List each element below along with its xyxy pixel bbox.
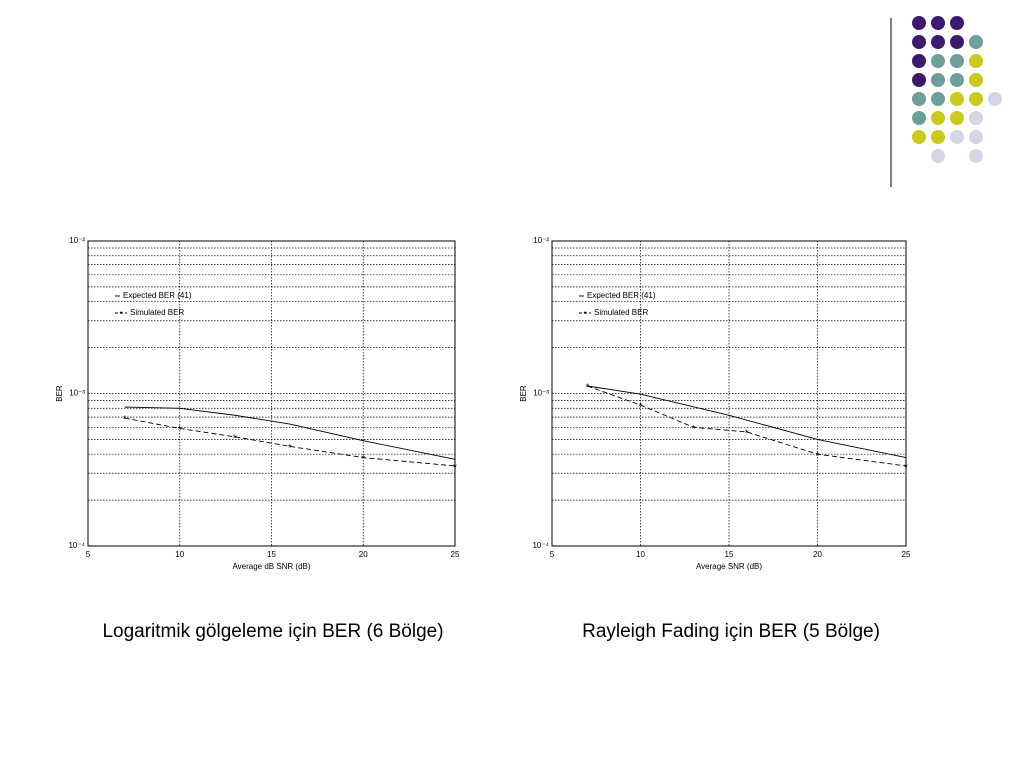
dot	[912, 54, 926, 68]
y-axis-label: BER	[55, 385, 64, 402]
dot	[950, 130, 964, 144]
series-line	[124, 417, 456, 467]
dot	[988, 92, 1002, 106]
dot	[912, 35, 926, 49]
y-axis-label: BER	[519, 385, 528, 402]
plot-frame	[87, 240, 456, 547]
marker: *	[453, 463, 457, 474]
x-tick-label: 5	[550, 550, 555, 559]
marker: *	[123, 415, 127, 426]
y-tick-label: 10⁻²	[533, 236, 549, 245]
dot	[969, 111, 983, 125]
y-tick-label: 10⁻⁴	[532, 541, 549, 550]
marker: *	[178, 425, 182, 436]
marker: *	[639, 402, 643, 413]
plot-frame	[551, 240, 907, 547]
x-tick-label: 10	[636, 550, 645, 559]
series-line	[124, 406, 456, 460]
legend-label: Expected BER (41)	[123, 291, 192, 300]
dot	[912, 130, 926, 144]
marker: *	[692, 424, 696, 435]
y-tick-label: 10⁻⁴	[68, 541, 85, 550]
dot	[950, 35, 964, 49]
marker: *	[233, 433, 237, 444]
dot	[912, 92, 926, 106]
marker: *	[904, 463, 908, 474]
dot	[931, 73, 945, 87]
dot	[931, 92, 945, 106]
dot	[969, 130, 983, 144]
dot	[912, 73, 926, 87]
dot	[931, 16, 945, 30]
dot	[950, 111, 964, 125]
legend-label: Simulated BER	[130, 308, 184, 317]
y-tick-label: 10⁻³	[69, 389, 85, 398]
legend-label: Simulated BER	[594, 308, 648, 317]
dot	[912, 16, 926, 30]
x-tick-label: 20	[813, 550, 822, 559]
dot	[969, 35, 983, 49]
legend-marker: *	[583, 310, 586, 319]
marker: *	[585, 383, 589, 394]
marker: *	[816, 451, 820, 462]
x-axis-label: Average dB SNR (dB)	[232, 562, 310, 571]
dot	[950, 73, 964, 87]
dot	[931, 130, 945, 144]
x-axis-label: Average SNR (dB)	[696, 562, 762, 571]
x-tick-label: 20	[359, 550, 368, 559]
dot	[950, 54, 964, 68]
dot	[931, 54, 945, 68]
dot	[950, 92, 964, 106]
caption: Rayleigh Fading için BER (5 Bölge)	[582, 621, 880, 642]
x-tick-label: 5	[86, 550, 91, 559]
dot	[969, 73, 983, 87]
dot	[931, 35, 945, 49]
marker: *	[288, 443, 292, 454]
x-tick-label: 10	[175, 550, 184, 559]
dot	[969, 54, 983, 68]
dot	[931, 111, 945, 125]
y-tick-label: 10⁻²	[69, 236, 85, 245]
dot	[950, 16, 964, 30]
marker: *	[361, 454, 365, 465]
dot	[969, 149, 983, 163]
x-tick-label: 25	[451, 550, 460, 559]
y-tick-label: 10⁻³	[533, 389, 549, 398]
x-tick-label: 15	[267, 550, 276, 559]
x-tick-label: 15	[725, 550, 734, 559]
caption: Logaritmik gölgeleme için BER (6 Bölge)	[102, 621, 443, 642]
series-line	[587, 385, 907, 467]
x-tick-label: 25	[902, 550, 911, 559]
dot	[912, 111, 926, 125]
dot	[969, 92, 983, 106]
marker: *	[745, 429, 749, 440]
legend-marker: *	[119, 310, 122, 319]
decoration	[912, 16, 1002, 163]
series-line	[587, 385, 907, 459]
legend-label: Expected BER (41)	[587, 291, 656, 300]
dot	[931, 149, 945, 163]
